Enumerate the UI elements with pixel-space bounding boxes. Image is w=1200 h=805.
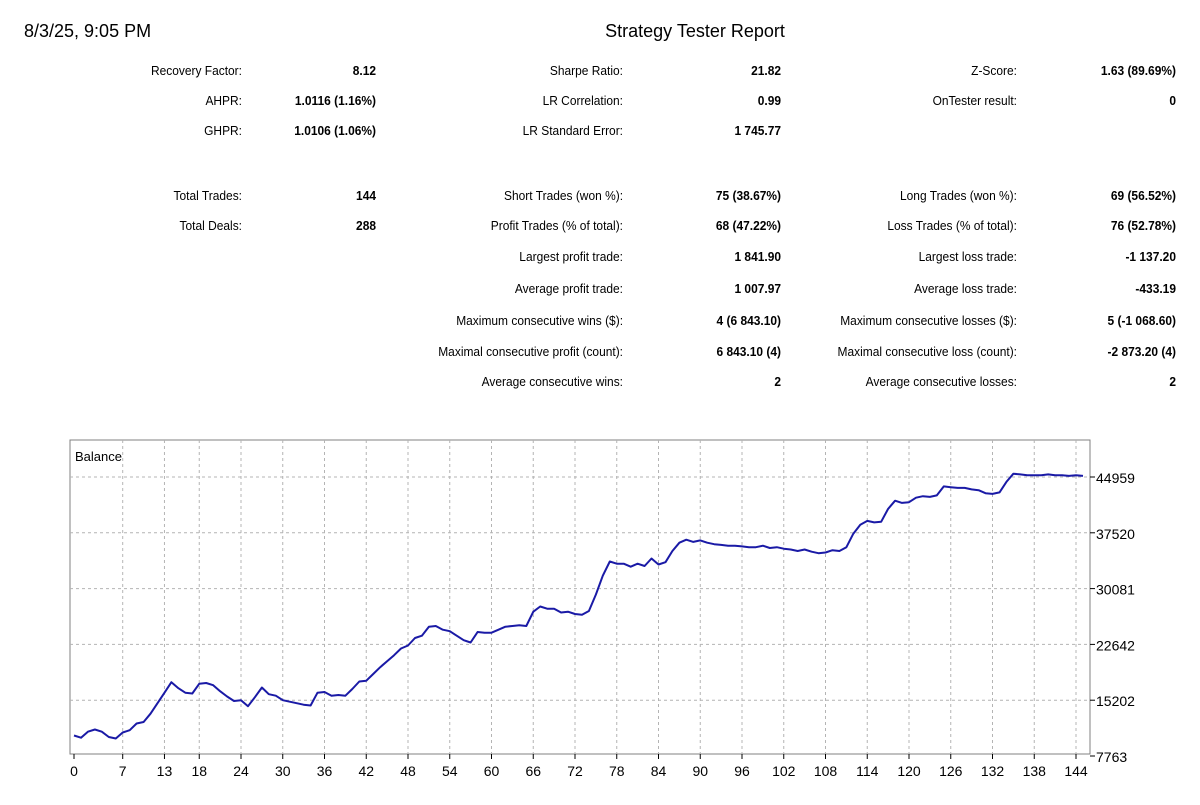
x-tick-label: 96 [734, 763, 750, 779]
stat-value: 144 [356, 188, 377, 203]
stat-value: 8.12 [352, 63, 377, 78]
report-title: Strategy Tester Report [605, 21, 785, 41]
stat-value: 288 [356, 218, 377, 233]
stat-value: 6 843.10 (4) [716, 344, 782, 359]
y-tick-label: 44959 [1096, 470, 1135, 486]
stat-value: 21.82 [751, 63, 782, 78]
stat-label: Largest profit trade: [519, 249, 624, 264]
stat-label: Long Trades (won %): [899, 188, 1018, 203]
stat-value: -2 873.20 (4) [1107, 344, 1176, 359]
stat-value: 4 (6 843.10) [716, 313, 782, 328]
x-tick-label: 30 [275, 763, 291, 779]
stat-label: Maximum consecutive losses ($): [840, 313, 1018, 328]
x-tick-label: 48 [400, 763, 416, 779]
stat-value: 1.0116 (1.16%) [294, 93, 377, 108]
stat-value: -1 137.20 [1125, 249, 1176, 264]
x-tick-label: 72 [567, 763, 583, 779]
y-tick-label: 7763 [1096, 749, 1127, 765]
x-tick-label: 42 [358, 763, 374, 779]
x-tick-label: 144 [1064, 763, 1088, 779]
stat-label: AHPR: [205, 93, 243, 108]
stat-value: 69 (56.52%) [1110, 188, 1176, 203]
stat-label: Maximum consecutive wins ($): [456, 313, 624, 328]
stat-label: LR Standard Error: [522, 123, 624, 138]
y-tick-label: 30081 [1096, 582, 1135, 598]
stat-label: Profit Trades (% of total): [490, 218, 624, 233]
stat-label: Maximal consecutive profit (count): [438, 344, 624, 359]
y-tick-label: 37520 [1096, 526, 1135, 542]
x-tick-label: 13 [157, 763, 173, 779]
stat-value: 1 745.77 [734, 123, 782, 138]
stat-label: Recovery Factor: [150, 63, 243, 78]
stat-value: 2 [774, 374, 782, 389]
balance-chart: 7763 15202 22642 30081 37520 44959 0 7 13 18 24 30 3… [0, 430, 1200, 800]
x-tick-label: 60 [484, 763, 500, 779]
stat-label: Z-Score: [971, 63, 1018, 78]
x-tick-label: 102 [772, 763, 796, 779]
x-tick-label: 7 [119, 763, 127, 779]
stat-value: 75 (38.67%) [715, 188, 782, 203]
stat-value: 2 [1169, 374, 1176, 389]
balance-line [73, 472, 1084, 740]
stat-value: 0 [1169, 93, 1176, 108]
report-timestamp: 8/3/25, 9:05 PM [24, 21, 152, 41]
stat-label: Average loss trade: [914, 281, 1018, 296]
stat-label: Largest loss trade: [918, 249, 1018, 264]
stat-value: 0.99 [757, 93, 782, 108]
stat-label: Short Trades (won %): [504, 188, 624, 203]
stat-value: 76 (52.78%) [1110, 218, 1176, 233]
stats-panel: Recovery Factor: 8.12 AHPR: 1.0116 (1.16%) G… [0, 0, 1176, 420]
stat-value: 1 007.97 [734, 281, 782, 296]
x-tick-label: 84 [651, 763, 667, 779]
x-tick-label: 108 [814, 763, 838, 779]
x-tick-label: 114 [856, 763, 879, 779]
stat-label: Maximal consecutive loss (count): [837, 344, 1018, 359]
stat-label: LR Correlation: [542, 93, 624, 108]
x-tick-label: 126 [939, 763, 963, 779]
x-tick-label: 132 [981, 763, 1005, 779]
stat-label: Average consecutive wins: [481, 374, 624, 389]
stat-value: 1.63 (89.69%) [1100, 63, 1176, 78]
balance-chart-svg: 7763 15202 22642 30081 37520 44959 0 7 13 18 24 30 3… [69, 439, 1135, 779]
stat-label: Sharpe Ratio: [549, 63, 624, 78]
stat-value: -433.19 [1135, 281, 1176, 296]
y-tick-label: 22642 [1096, 637, 1135, 653]
stat-label: Average profit trade: [514, 281, 624, 296]
x-tick-label: 0 [70, 763, 78, 779]
x-tick-label: 78 [609, 763, 625, 779]
x-tick-label: 18 [191, 763, 207, 779]
stat-label: Loss Trades (% of total): [887, 218, 1018, 233]
x-tick-label: 36 [317, 763, 333, 779]
x-tick-label: 66 [525, 763, 541, 779]
stat-value: 68 (47.22%) [715, 218, 782, 233]
stat-value: 1 841.90 [734, 249, 782, 264]
stat-value: 5 (-1 068.60) [1107, 313, 1176, 328]
chart-title: Balance [75, 449, 122, 464]
stat-label: OnTester result: [932, 93, 1018, 108]
y-tick-label: 15202 [1096, 693, 1135, 709]
x-tick-label: 54 [442, 763, 458, 779]
x-tick-label: 24 [233, 763, 249, 779]
stat-label: Total Trades: [173, 188, 243, 203]
stat-label: Total Deals: [179, 218, 243, 233]
plot-frame [69, 439, 1091, 755]
stat-label: GHPR: [204, 123, 243, 138]
x-tick-label: 120 [897, 763, 921, 779]
x-tick-label: 138 [1023, 763, 1047, 779]
stat-value: 1.0106 (1.06%) [294, 123, 377, 138]
x-tick-label: 90 [692, 763, 708, 779]
stat-label: Average consecutive losses: [865, 374, 1018, 389]
